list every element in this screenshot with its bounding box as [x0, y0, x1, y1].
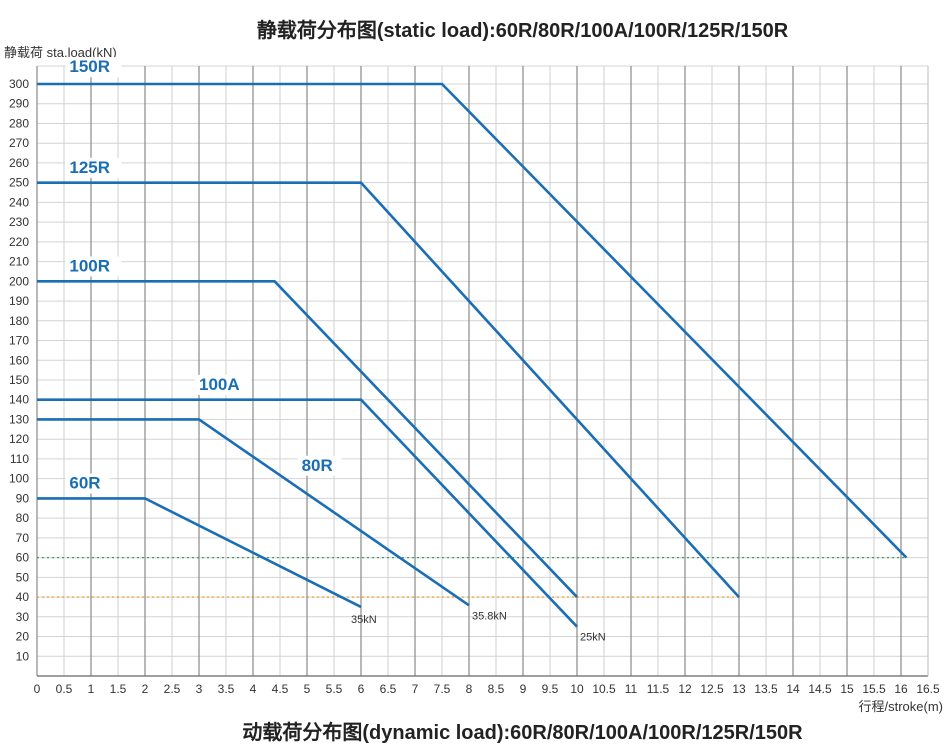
y-tick-label: 80: [16, 511, 30, 525]
y-tick-label: 100: [9, 472, 29, 486]
y-tick-label: 70: [16, 531, 30, 545]
x-tick-label: 9.5: [542, 682, 559, 696]
x-tick-label: 5.5: [326, 682, 343, 696]
x-tick-label: 14.5: [808, 682, 832, 696]
y-tick-label: 90: [16, 491, 30, 505]
x-tick-label: 3: [196, 682, 203, 696]
y-tick-label: 130: [9, 412, 29, 426]
series-label-80R: 80R: [302, 456, 333, 475]
y-tick-label: 240: [9, 195, 29, 209]
y-tick-label: 270: [9, 136, 29, 150]
y-tick-label: 250: [9, 176, 29, 190]
x-tick-label: 6: [358, 682, 365, 696]
x-tick-label: 9: [520, 682, 527, 696]
series-label-100A: 100A: [199, 375, 240, 394]
x-tick-label: 7.5: [434, 682, 451, 696]
x-tick-label: 1.5: [110, 682, 127, 696]
x-tick-label: 7: [412, 682, 419, 696]
x-tick-label: 13.5: [754, 682, 778, 696]
x-tick-label: 12: [678, 682, 692, 696]
x-tick-label: 6.5: [380, 682, 397, 696]
x-tick-label: 1: [88, 682, 95, 696]
series-label-60R: 60R: [69, 474, 100, 493]
series-label-100R: 100R: [69, 256, 110, 275]
y-tick-label: 190: [9, 294, 29, 308]
chart-title: 静载荷分布图(static load):60R/80R/100A/100R/12…: [256, 20, 789, 42]
y-tick-label: 180: [9, 314, 29, 328]
x-tick-label: 12.5: [700, 682, 724, 696]
series-label-bg: [65, 57, 122, 78]
y-tick-label: 150: [9, 373, 29, 387]
x-tick-label: 4: [250, 682, 257, 696]
y-tick-label: 280: [9, 116, 29, 130]
y-tick-label: 200: [9, 274, 29, 288]
series-label-bg: [195, 374, 251, 395]
x-tick-label: 0.5: [56, 682, 73, 696]
y-tick-label: 160: [9, 353, 29, 367]
y-tick-label: 40: [16, 590, 30, 604]
y-tick-label: 290: [9, 97, 29, 111]
y-tick-label: 220: [9, 235, 29, 249]
series-label-bg: [297, 455, 342, 476]
series-label-125R: 125R: [69, 158, 110, 177]
x-tick-label: 13: [732, 682, 746, 696]
x-tick-label: 11.5: [647, 682, 670, 696]
x-tick-label: 2: [142, 682, 149, 696]
x-tick-label: 16: [894, 682, 908, 696]
y-tick-label: 60: [16, 551, 30, 565]
x-tick-label: 5: [304, 682, 311, 696]
x-tick-label: 4.5: [272, 682, 289, 696]
x-tick-label: 15: [840, 682, 854, 696]
y-tick-label: 10: [16, 649, 30, 663]
y-tick-label: 120: [9, 432, 29, 446]
x-tick-label: 0: [34, 682, 41, 696]
y-tick-label: 300: [9, 77, 29, 91]
end-label-60R: 35kN: [351, 614, 377, 626]
x-tick-label: 16.5: [916, 682, 940, 696]
x-axis-label: 行程/stroke(m): [858, 699, 943, 714]
y-tick-label: 140: [9, 393, 29, 407]
x-tick-label: 8.5: [488, 682, 505, 696]
series-label-bg: [65, 256, 122, 277]
series-label-bg: [65, 473, 110, 494]
y-tick-label: 170: [9, 334, 29, 348]
y-tick-label: 260: [9, 156, 29, 170]
x-tick-label: 10: [570, 682, 584, 696]
y-tick-label: 50: [16, 570, 30, 584]
end-label-100A: 25kN: [580, 632, 606, 644]
x-tick-label: 2.5: [164, 682, 181, 696]
x-tick-label: 11: [625, 682, 638, 696]
series-label-bg: [65, 157, 122, 178]
series-label-150R: 150R: [69, 57, 110, 76]
end-label-80R: 35.8kN: [472, 610, 507, 622]
y-tick-label: 210: [9, 255, 29, 269]
x-tick-label: 8: [466, 682, 473, 696]
chart-subtitle: 动载荷分布图(dynamic load):60R/80R/100A/100R/1…: [242, 722, 803, 744]
y-tick-label: 20: [16, 630, 30, 644]
x-tick-label: 10.5: [592, 682, 616, 696]
y-tick-label: 30: [16, 610, 30, 624]
y-axis-label: 静载荷 sta.load(kN): [4, 45, 117, 60]
x-tick-label: 15.5: [862, 682, 886, 696]
x-tick-label: 14: [786, 682, 800, 696]
x-tick-label: 3.5: [218, 682, 235, 696]
y-tick-label: 230: [9, 215, 29, 229]
y-tick-label: 110: [10, 452, 29, 466]
